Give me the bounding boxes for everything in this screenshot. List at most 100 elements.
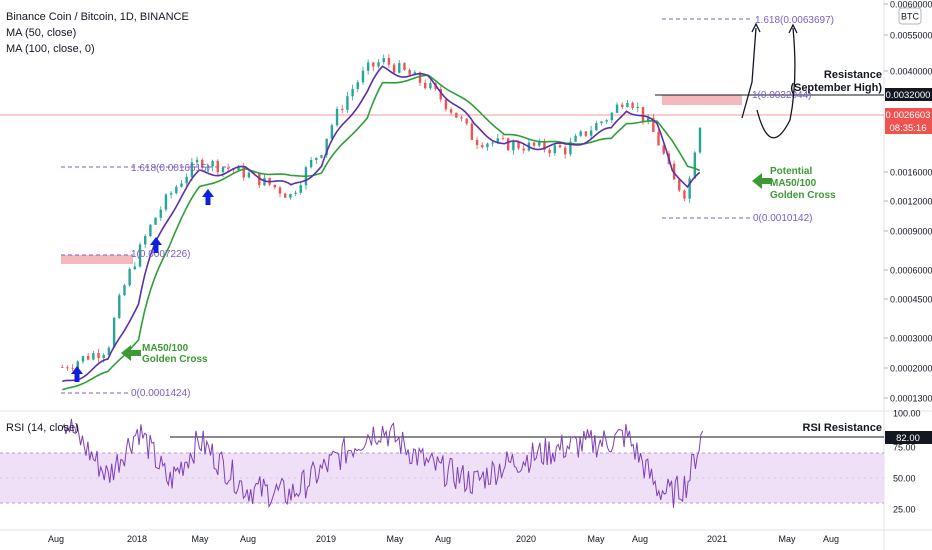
price-tick-label: 0.0060000 [890,0,932,10]
candle-body [382,58,385,63]
time-tick-label: Aug [632,534,648,544]
candle-body [589,130,593,136]
rsi-line [61,418,704,509]
currency-badge[interactable] [898,7,922,25]
candle-body [226,167,230,169]
price-axis[interactable]: 0.0060000 0.0055000 0.0040000 0.0016000 0.00… [884,0,932,404]
time-tick-label: 2019 [316,534,336,544]
candle-body [211,160,214,167]
time-tick-label: 2020 [516,534,536,544]
candle-body [444,99,448,110]
ma50-legend[interactable]: MA (50, close) [6,27,76,39]
resistance-box-september [662,95,742,105]
candles [61,53,702,373]
candle-body [621,104,624,107]
candle-body [112,317,116,348]
rsi-tick-label: 25.00 [893,505,916,515]
price-tick-label: 0.0001300 [890,394,932,404]
fib-b-0-label: 0(0.0010142) [753,213,813,224]
time-tick-label: May [587,534,605,544]
candle-body [595,123,598,131]
candle-body [102,355,105,359]
candle-body [574,135,577,142]
candle-body [247,172,251,178]
candle-body [221,167,225,173]
candle-body [449,109,453,113]
price-tick-label: 0.0002000 [890,364,932,374]
fib-a-1618-label: 1.618(0.0016515) [131,163,210,174]
rsi-tick-label: 100.00 [893,409,921,419]
candle-body [475,139,479,146]
candle-body [506,138,510,151]
currency-badge-text: BTC [901,12,920,22]
candle-body [361,70,365,83]
candle-body [71,368,74,370]
candle-body [569,141,572,155]
rsi-value-badge [885,431,932,444]
candle-body [584,131,588,136]
resistance-price-badge [885,88,932,101]
candle-body [315,157,318,161]
candle-body [470,123,474,140]
price-tick-label: 0.0040000 [890,67,932,77]
projection-arrow-up [741,27,757,119]
candle-body [154,217,157,225]
rsi-axis[interactable]: 100.00 75.00 50.00 25.00 [893,409,921,515]
candle-body [543,141,546,150]
potential-cross-label-1: Potential [770,166,812,177]
rsi-resistance-label: RSI Resistance [803,422,882,434]
time-tick-label: May [386,534,404,544]
candle-body [424,82,427,89]
candle-body [678,179,681,191]
time-tick-label: Aug [48,534,64,544]
fib-b-1-label: 1(0.0032044) [752,90,812,101]
candle-body [641,106,645,121]
candle-body [491,142,494,144]
candle-body [216,160,219,173]
candle-body [86,356,90,360]
candle-body [455,112,458,118]
candle-body [284,193,287,198]
candle-body [418,72,422,83]
candle-body [107,347,111,356]
candle-body [320,155,323,158]
candle-body [693,152,697,179]
ma100-legend[interactable]: MA (100, close, 0) [6,43,95,55]
candle-body [408,69,411,75]
candle-body [185,176,188,184]
potential-cross-arrow [752,173,772,189]
candle-body [522,148,525,151]
candle-body [169,193,173,195]
bullish-arrow-icon [71,366,83,382]
candle-body [242,166,245,178]
bullish-arrow-icon [202,189,214,205]
candle-body [636,106,639,108]
candle-body [325,138,328,156]
candle-body [346,96,349,110]
rsi-tick-label: 50.00 [893,474,916,484]
candle-body [610,112,614,121]
projection-arrowhead-1 [751,22,761,33]
candle-body [532,142,536,146]
candle-body [149,224,152,237]
candle-body [688,178,691,199]
price-tick-label: 0.0016000 [890,168,932,178]
time-axis[interactable]: Aug 2018 May Aug 2019 May Aug 2020 May Aug 2021 May… [48,534,839,544]
candle-body [351,88,354,97]
candle-body [206,166,209,168]
price-tick-label: 0.0055000 [890,31,932,41]
candle-body [66,367,69,369]
candle-body [61,367,64,369]
candle-body [299,185,302,193]
candle-body [563,147,567,155]
symbol-title[interactable]: Binance Coin / Bitcoin, 1D, BINANCE [6,11,189,23]
rsi-tick-label: 75.00 [893,443,916,453]
candle-body [626,102,629,107]
candle-body [481,145,484,148]
price-tick-label: 0.0004500 [890,295,932,305]
candle-body [190,162,194,177]
rsi-legend[interactable]: RSI (14, close) [6,422,79,434]
candle-body [398,63,401,73]
candle-body [512,142,515,151]
